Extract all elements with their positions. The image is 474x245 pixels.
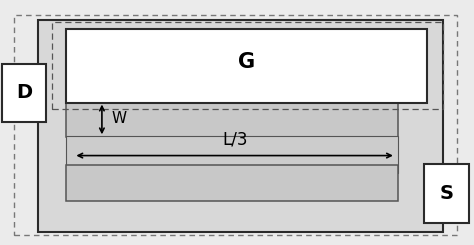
Bar: [38, 20, 443, 232]
Bar: [66, 136, 398, 173]
Text: D: D: [16, 83, 32, 102]
Text: S: S: [439, 184, 454, 203]
Text: L/3: L/3: [222, 130, 247, 148]
Text: W: W: [111, 111, 127, 126]
Bar: [66, 102, 398, 137]
Bar: [52, 22, 443, 109]
Text: G: G: [238, 52, 255, 73]
Bar: [2, 64, 46, 122]
Bar: [66, 29, 427, 103]
Bar: [424, 164, 469, 223]
Bar: [66, 165, 398, 201]
